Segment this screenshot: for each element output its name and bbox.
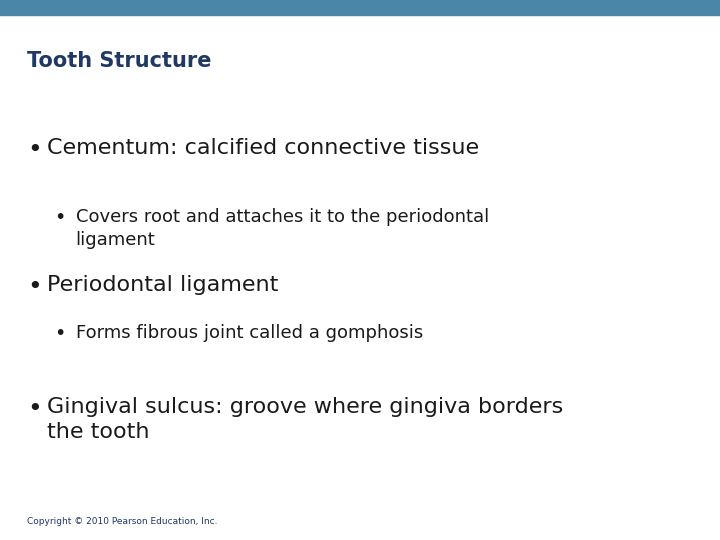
Text: •: •	[27, 397, 42, 421]
Text: Covers root and attaches it to the periodontal
ligament: Covers root and attaches it to the perio…	[76, 208, 489, 249]
Text: Tooth Structure: Tooth Structure	[27, 51, 212, 71]
Text: Cementum: calcified connective tissue: Cementum: calcified connective tissue	[47, 138, 479, 158]
Text: •: •	[27, 275, 42, 299]
Bar	[0, 0, 720, 15]
Text: Copyright © 2010 Pearson Education, Inc.: Copyright © 2010 Pearson Education, Inc.	[27, 517, 218, 526]
Text: •: •	[54, 208, 66, 227]
Text: Periodontal ligament: Periodontal ligament	[47, 275, 278, 295]
Text: Forms fibrous joint called a gomphosis: Forms fibrous joint called a gomphosis	[76, 324, 423, 342]
Text: •: •	[54, 324, 66, 343]
Text: Gingival sulcus: groove where gingiva borders
the tooth: Gingival sulcus: groove where gingiva bo…	[47, 397, 563, 442]
Text: •: •	[27, 138, 42, 161]
